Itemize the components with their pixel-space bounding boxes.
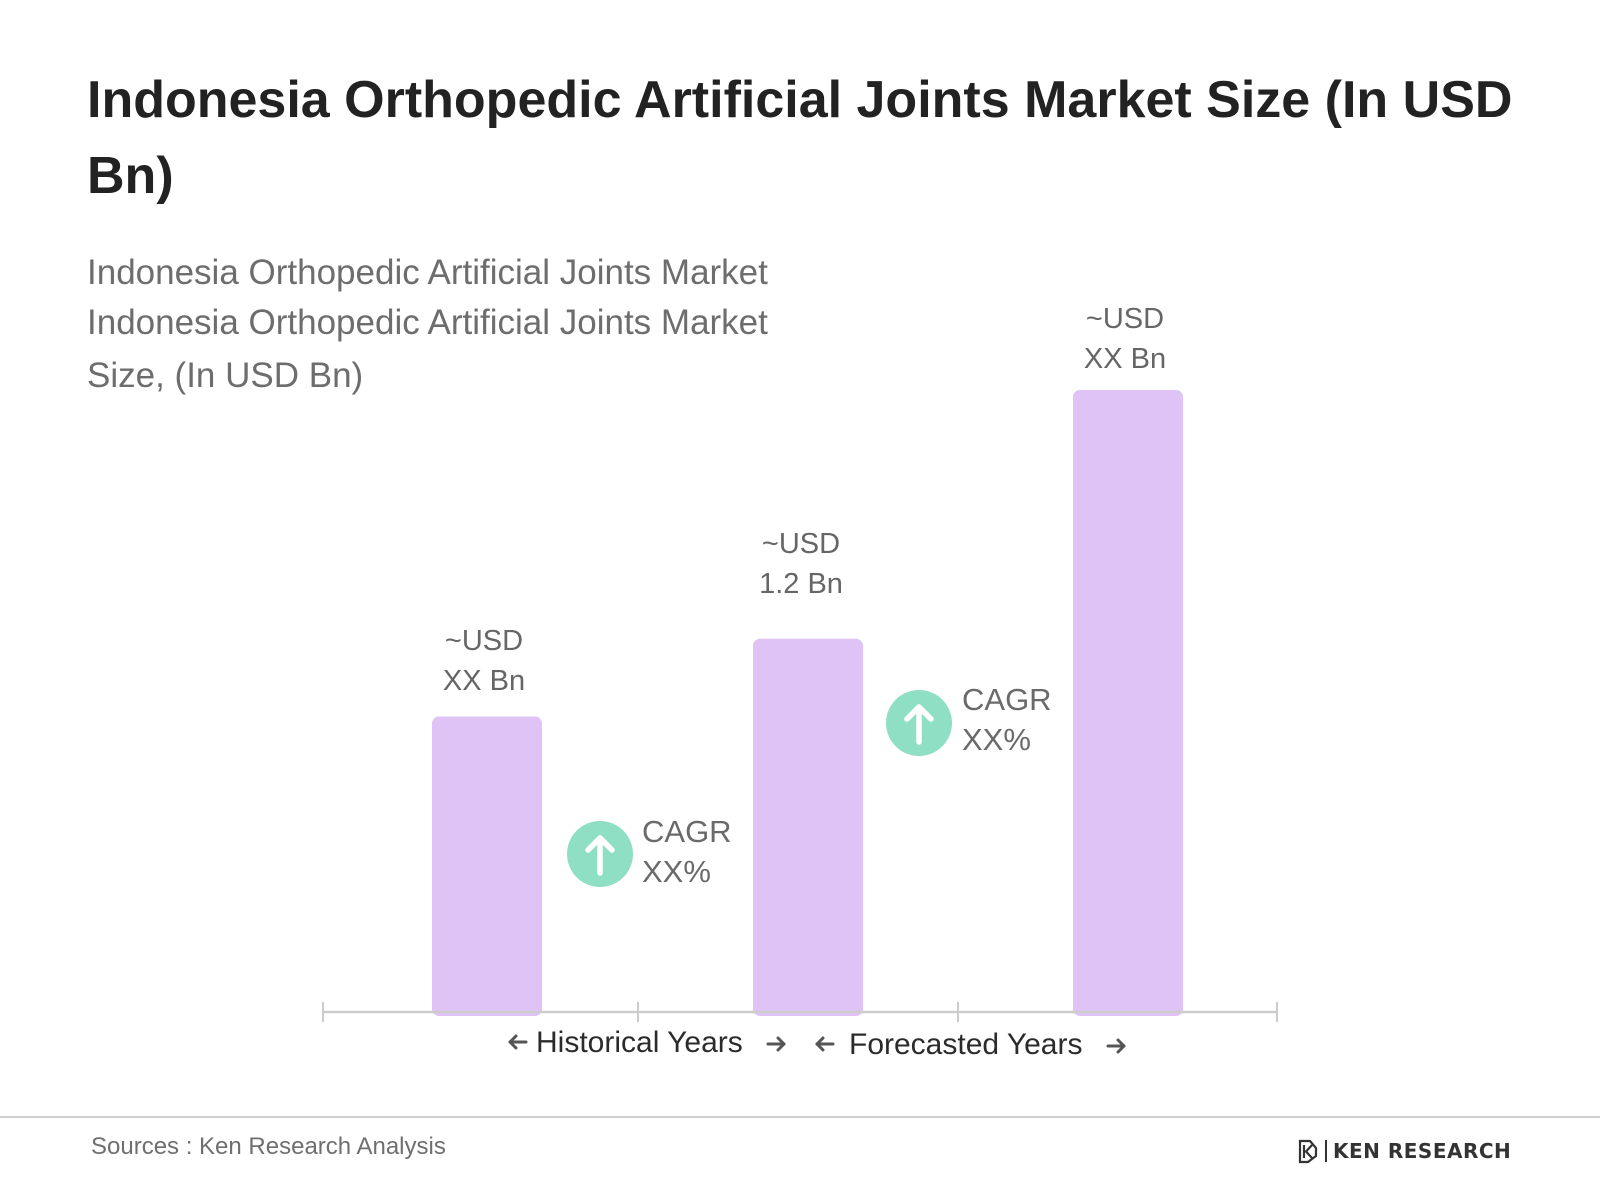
- subtitle-line-1: Indonesia Orthopedic Artificial Joints M…: [87, 253, 768, 292]
- cagr-2-line2: XX%: [962, 722, 1031, 757]
- period-label-historical: Historical Years: [536, 1026, 743, 1059]
- period-label-forecasted: Forecasted Years: [849, 1028, 1082, 1061]
- ken-research-logo-icon: [1298, 1139, 1318, 1164]
- subtitle-line-2: Indonesia Orthopedic Artificial Joints M…: [87, 303, 768, 342]
- bar-label-2-line2: 1.2 Bn: [759, 568, 843, 600]
- logo-separator: [1325, 1140, 1327, 1162]
- bar-label-3-line1: ~USD: [1086, 303, 1164, 335]
- bar-chart: ~USD XX Bn ~USD 1.2 Bn ~USD XX Bn CAGR X…: [322, 303, 1278, 1061]
- bar-label-2-line1: ~USD: [762, 528, 840, 560]
- bar-label-1-line2: XX Bn: [443, 665, 525, 697]
- bar-3: [1073, 390, 1183, 1016]
- logo-text: KEN RESEARCH: [1333, 1139, 1512, 1163]
- arrow-up-icon: [904, 704, 934, 745]
- cagr-badge-1: [567, 821, 633, 887]
- arrow-left-icon: [508, 1034, 528, 1050]
- bar-2: [753, 638, 863, 1016]
- ken-research-logo: KEN RESEARCH: [1297, 1137, 1511, 1165]
- bar-label-3-line2: XX Bn: [1084, 343, 1166, 375]
- cagr-2-line1: CAGR: [962, 682, 1052, 717]
- cagr-1-line1: CAGR: [642, 814, 732, 849]
- bar-1: [432, 716, 542, 1016]
- chart-subtitle: Indonesia Orthopedic Artificial Joints M…: [87, 248, 887, 401]
- subtitle-line-3: Size, (In USD Bn): [87, 356, 364, 395]
- source-note: Sources : Ken Research Analysis: [91, 1133, 446, 1160]
- arrow-left-icon: [815, 1036, 835, 1052]
- arrow-up-icon: [585, 835, 615, 876]
- cagr-1-line2: XX%: [642, 854, 711, 889]
- cagr-badge-2: [886, 690, 952, 756]
- arrow-right-icon: [1106, 1038, 1126, 1054]
- arrow-right-icon: [766, 1036, 786, 1052]
- bars-group: [432, 390, 1183, 1016]
- footer-divider: [0, 1116, 1600, 1118]
- chart-title: Indonesia Orthopedic Artificial Joints M…: [87, 71, 1513, 205]
- bar-label-1-line1: ~USD: [445, 625, 523, 657]
